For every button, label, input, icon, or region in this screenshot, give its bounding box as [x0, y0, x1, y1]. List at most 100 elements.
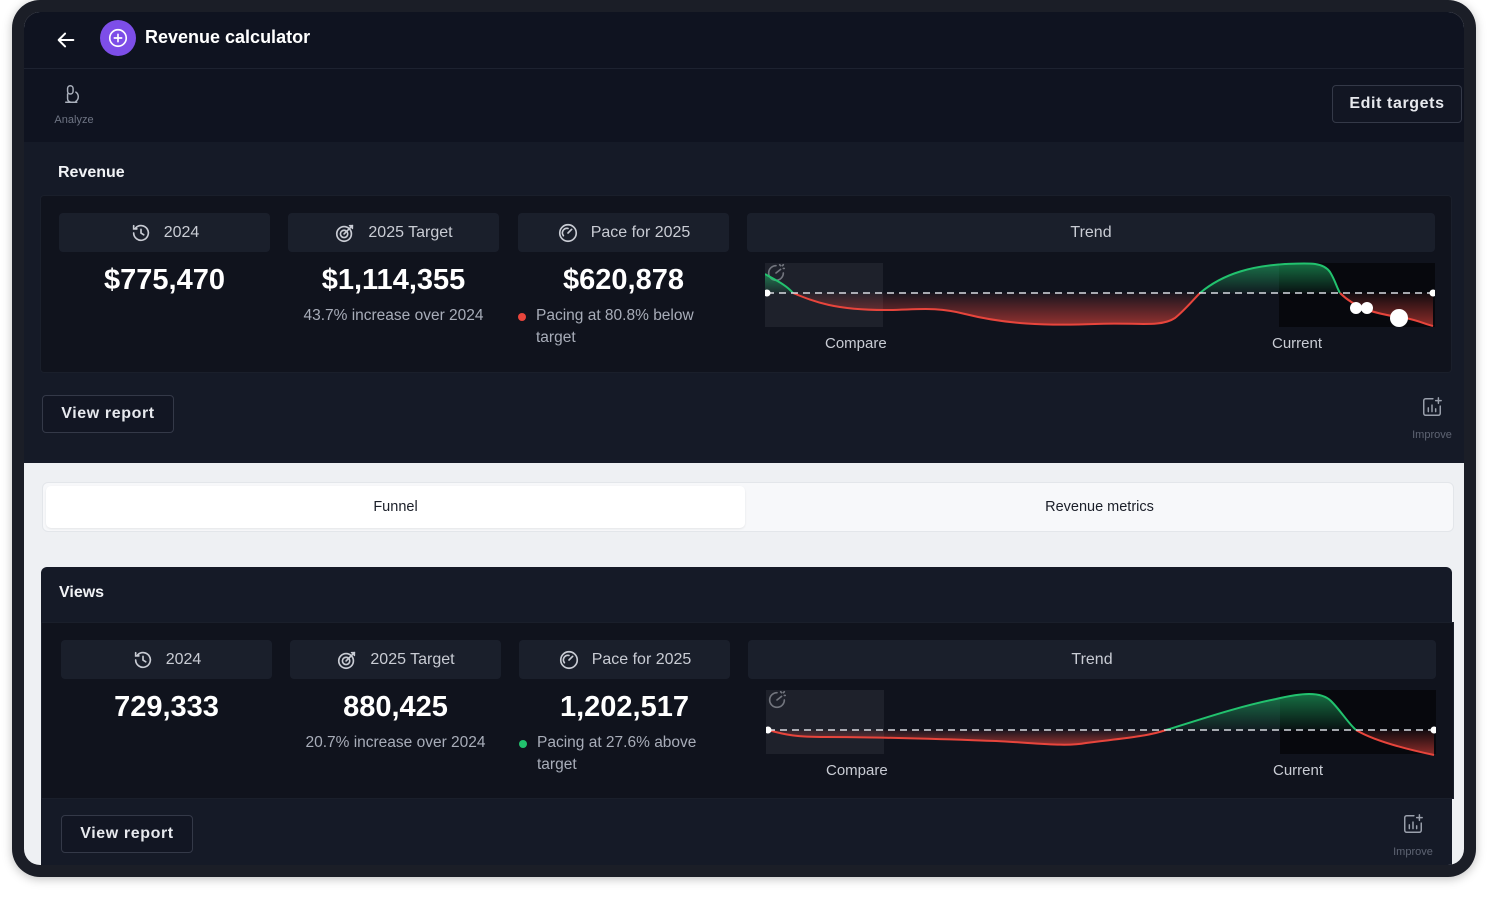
stat-label: 2024	[165, 650, 202, 668]
trend-chart	[766, 690, 1436, 756]
plus-circle-icon	[108, 28, 128, 48]
stat-2025-target: 2025 Target $1,114,355 43.7% increase ov…	[288, 213, 499, 327]
trend-line-below	[792, 292, 1201, 326]
trend-panel: Trend	[748, 640, 1436, 779]
trend-chart	[765, 262, 1435, 327]
target-line-end-dot	[1429, 289, 1435, 297]
app-logo	[100, 20, 136, 56]
arrow-left-icon	[57, 32, 75, 48]
trend-line-above	[765, 273, 794, 294]
revenue-stats-card: 2024 $775,470 2025 Target $1,114,355 43.…	[40, 195, 1452, 373]
edit-targets-button[interactable]: Edit targets	[1332, 85, 1462, 123]
stat-2024: 2024 $775,470	[59, 213, 270, 297]
analyze-icon	[65, 85, 80, 103]
trend-header: Trend	[748, 640, 1436, 709]
tab-revenue-metrics[interactable]: Revenue metrics	[1045, 499, 1154, 515]
stat-value: $775,470	[104, 264, 225, 296]
trend-label: Trend	[1071, 650, 1113, 668]
status-dot-below	[518, 313, 526, 321]
trend-header: Trend	[747, 213, 1435, 282]
tab-bar: Funnel Revenue metrics	[42, 482, 1454, 532]
below-area	[1340, 293, 1433, 326]
clock-history-icon	[132, 224, 149, 241]
improve-label: Improve	[1393, 846, 1433, 858]
section-title: Revenue	[58, 164, 125, 181]
target-line-start-dot	[766, 726, 772, 734]
app-header: Revenue calculator	[24, 12, 1464, 69]
compare-label: Compare	[825, 335, 887, 352]
current-label: Current	[1272, 335, 1323, 352]
stat-value: 1,202,517	[559, 691, 689, 723]
target-line-end-dot	[1430, 726, 1436, 734]
pace-text: Pacing at 80.8% below target	[536, 307, 694, 346]
analyze-label: Analyze	[54, 114, 94, 126]
device-frame: Revenue calculator Analyze Edit targets …	[12, 0, 1476, 877]
clock-history-icon	[134, 651, 151, 668]
stat-value: $1,114,355	[321, 264, 466, 296]
stat-header: Pace for 2025	[519, 640, 730, 679]
trend-line-above	[1199, 262, 1341, 294]
stat-label: Pace for 2025	[590, 223, 691, 241]
above-area	[1200, 263, 1340, 293]
marker-dot[interactable]	[1361, 302, 1373, 314]
stat-subtext: 20.7% increase over 2024	[305, 734, 486, 751]
toolbar: Analyze Edit targets	[24, 69, 1464, 142]
improve-button[interactable]: Improve	[1407, 396, 1457, 441]
views-stats-card: 2024 729,333 2025 Target 880,425 20.7% i…	[41, 622, 1454, 799]
stat-subtext: 43.7% increase over 2024	[303, 307, 484, 324]
speedometer-icon	[558, 223, 577, 242]
stat-2024: 2024 729,333	[61, 640, 272, 724]
analyze-button[interactable]: Analyze	[44, 83, 104, 133]
stat-pace-2025: Pace for 2025 $620,878 Pacing at 80.8% b…	[518, 213, 729, 349]
back-button[interactable]	[52, 26, 80, 54]
stat-header: 2025 Target	[290, 640, 501, 679]
compare-window	[766, 690, 884, 754]
revenue-section: Revenue 2024 $775,470 2025 Target $1,114…	[24, 142, 1464, 463]
chart-plus-icon	[1423, 397, 1442, 416]
status-dot-above	[519, 740, 527, 748]
stat-pace-2025: Pace for 2025 1,202,517 Pacing at 27.6% …	[519, 640, 730, 776]
stat-header: 2024	[61, 640, 272, 679]
current-position-dot[interactable]	[1390, 309, 1408, 327]
view-report-button[interactable]: View report	[42, 395, 174, 433]
stat-subtext: Pacing at 27.6% above target	[519, 732, 730, 776]
stat-header: 2025 Target	[288, 213, 499, 252]
stat-label: 2025 Target	[368, 223, 453, 241]
pace-text: Pacing at 27.6% above target	[537, 734, 697, 773]
below-area	[1356, 730, 1434, 755]
trend-line-below	[1355, 729, 1435, 756]
stat-label: Pace for 2025	[591, 650, 692, 668]
improve-label: Improve	[1412, 429, 1452, 441]
above-area	[1166, 694, 1356, 730]
stat-label: 2024	[163, 223, 200, 241]
marker-dot[interactable]	[1350, 302, 1362, 314]
current-label: Current	[1273, 762, 1324, 779]
below-area	[793, 293, 1200, 325]
trend-line-below	[767, 729, 1167, 746]
target-icon	[338, 651, 356, 669]
trend-line-above	[1165, 693, 1357, 731]
stat-value: 880,425	[343, 691, 448, 723]
trend-label: Trend	[1070, 223, 1112, 241]
stat-header: 2024	[59, 213, 270, 252]
stat-header: Pace for 2025	[518, 213, 729, 252]
view-report-button[interactable]: View report	[61, 815, 193, 853]
stat-value: $620,878	[563, 264, 684, 296]
app-screen: Revenue calculator Analyze Edit targets …	[24, 12, 1464, 865]
views-section: Views 2024 729,333 2025 Target 880,425 2	[41, 567, 1454, 865]
chart-plus-icon	[1404, 814, 1423, 833]
stat-value: 729,333	[114, 691, 219, 723]
improve-button[interactable]: Improve	[1388, 813, 1438, 858]
stat-2025-target: 2025 Target 880,425 20.7% increase over …	[290, 640, 501, 754]
below-area	[768, 730, 1166, 745]
stat-label: 2025 Target	[370, 650, 455, 668]
stat-subtext: Pacing at 80.8% below target	[518, 305, 729, 349]
trend-panel: Trend	[747, 213, 1435, 352]
target-line-start-dot	[765, 289, 771, 297]
speedometer-icon	[559, 650, 578, 669]
tab-funnel[interactable]: Funnel	[46, 486, 745, 528]
compare-label: Compare	[826, 762, 888, 779]
page-title: Revenue calculator	[145, 27, 311, 47]
section-title: Views	[59, 584, 105, 601]
target-icon	[336, 224, 354, 242]
